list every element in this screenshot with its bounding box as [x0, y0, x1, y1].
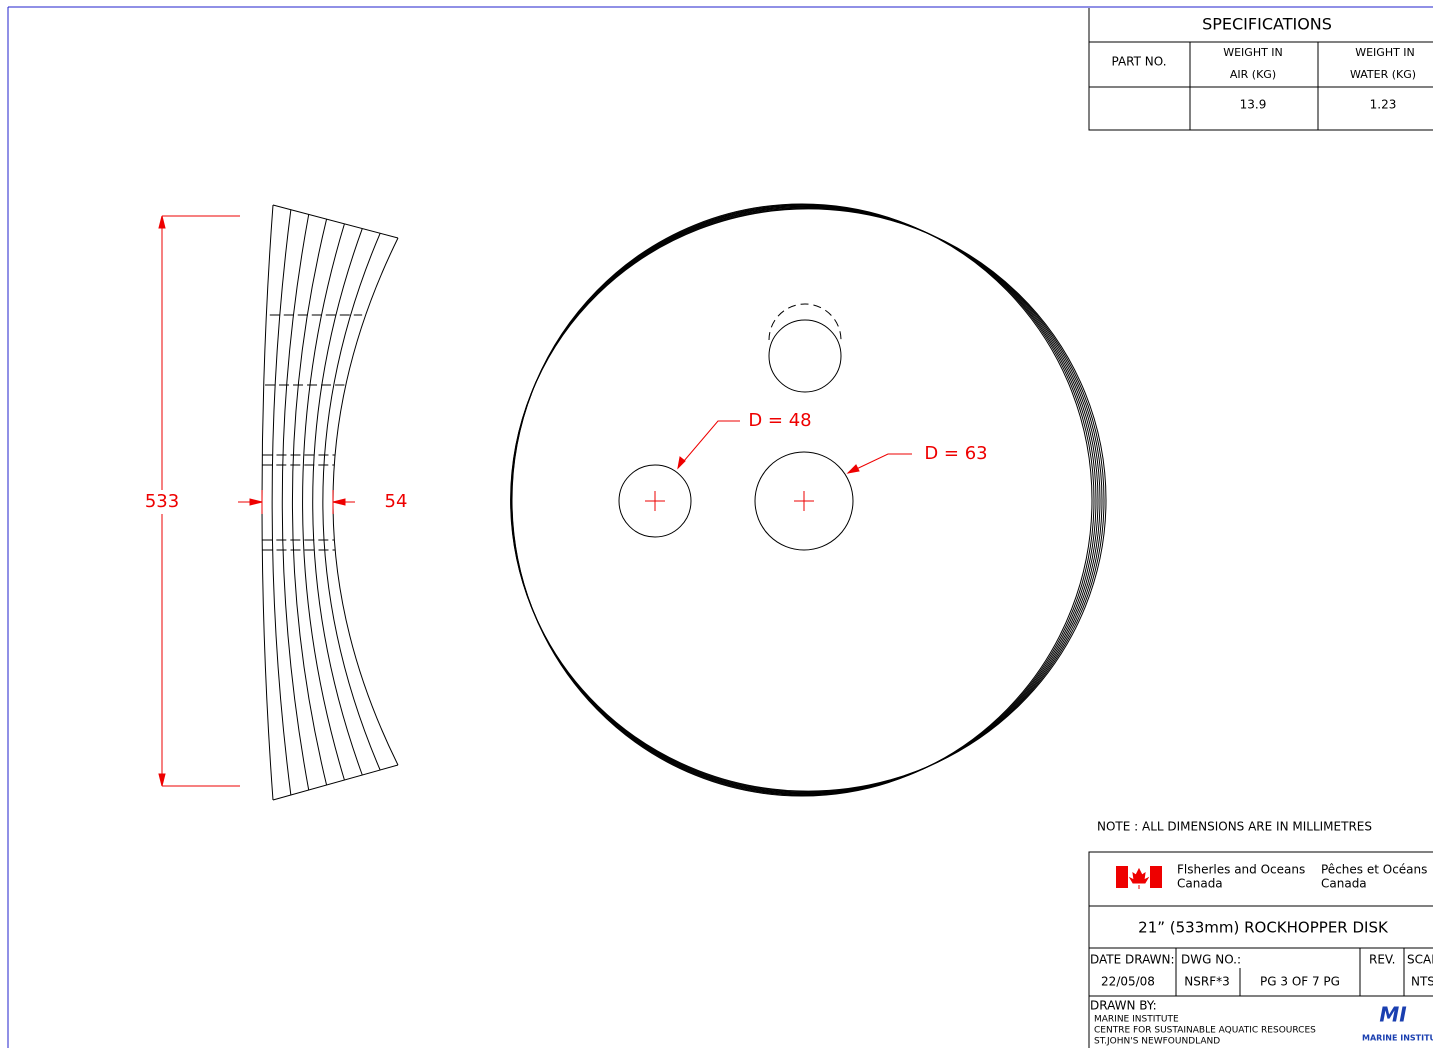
rim	[510, 208, 1107, 792]
flag	[1116, 866, 1162, 889]
header: WEIGHT IN	[1223, 46, 1283, 59]
side-view	[261, 204, 399, 801]
logo-mark: MI	[1379, 1003, 1407, 1027]
label: SCAL	[1407, 953, 1433, 967]
spec-table-grid	[1088, 8, 1433, 131]
spec-title: SPECIFICATIONS	[1202, 15, 1332, 34]
label: DRAWN BY:	[1090, 999, 1157, 1013]
value: NTS	[1411, 975, 1433, 989]
side-curve	[291, 219, 328, 786]
dim-label: D = 63	[924, 443, 987, 464]
value: PG 3 OF 7 PG	[1260, 975, 1340, 989]
agency: Canada	[1321, 877, 1367, 891]
drawn-by: CENTRE FOR SUSTAINABLE AQUATIC RESOURCES	[1094, 1026, 1316, 1036]
side-curve	[281, 214, 310, 791]
side-curve	[261, 204, 274, 801]
front-view	[510, 203, 1107, 797]
dim-label: 54	[385, 491, 408, 512]
hole-markers	[645, 420, 912, 511]
cell: 13.9	[1240, 98, 1267, 112]
label: DATE DRAWN:	[1090, 953, 1175, 967]
side-curve	[312, 228, 363, 776]
label: REV.	[1369, 953, 1395, 967]
side-curve	[322, 233, 381, 771]
drawn-by: MARINE INSTITUTE	[1094, 1015, 1179, 1025]
title-block-grid	[1088, 851, 1433, 1048]
header: WEIGHT IN	[1355, 46, 1415, 59]
side-curve	[271, 209, 292, 796]
dim-label: D = 48	[748, 410, 811, 431]
header: AIR (KG)	[1230, 68, 1276, 81]
agency: Pêches et Océans	[1321, 863, 1427, 877]
cell: 1.23	[1370, 98, 1397, 112]
value: 22/05/08	[1101, 975, 1155, 989]
label-bg	[148, 490, 178, 514]
border	[7, 6, 1433, 1048]
header: PART NO.	[1111, 55, 1166, 69]
header: WATER (KG)	[1350, 68, 1416, 81]
label: DWG NO.:	[1181, 953, 1241, 967]
logo-name: MARINE INSTITU	[1362, 1034, 1433, 1043]
value: NSRF*3	[1184, 975, 1229, 989]
side-edge	[272, 204, 399, 801]
note: NOTE : ALL DIMENSIONS ARE IN MILLIMETRES	[1097, 820, 1372, 834]
side-curve	[302, 223, 345, 781]
agency: Canada	[1177, 877, 1223, 891]
dimension-height	[158, 215, 355, 787]
drawn-by: ST.JOHN'S NEWFOUNDLAND	[1094, 1037, 1220, 1047]
agency: Flsherles and Oceans	[1177, 863, 1305, 877]
dim-label: 533	[145, 491, 179, 512]
drawing-title: 21” (533mm) ROCKHOPPER DISK	[1138, 919, 1389, 937]
